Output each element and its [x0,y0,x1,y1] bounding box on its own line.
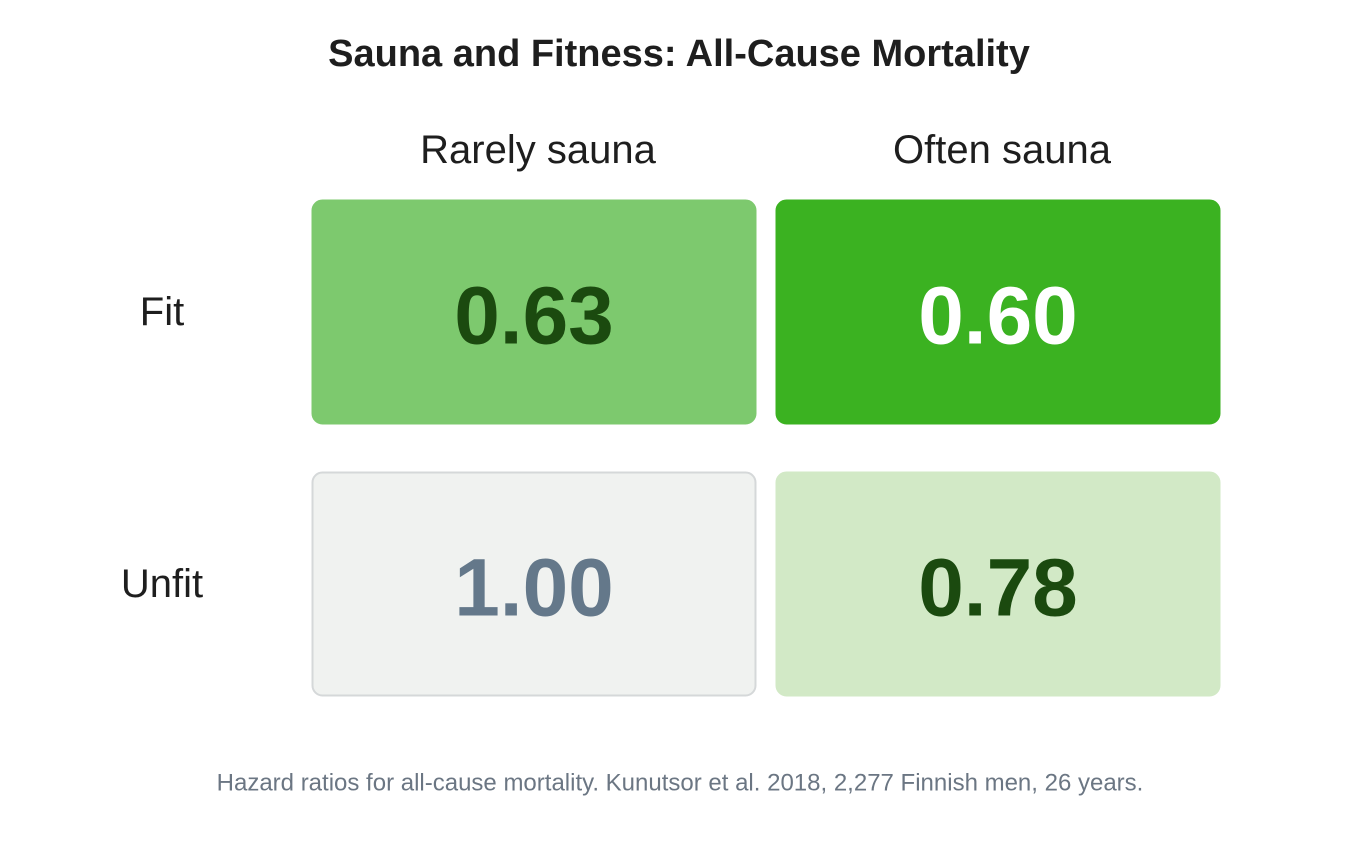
cell [775,471,1221,697]
cell [311,199,757,425]
column-header: Often sauna [893,128,1112,172]
cell [311,471,757,697]
cell-value: 0.63 [454,271,614,362]
row-header: Fit [140,290,184,334]
cell-value: 1.00 [454,543,614,634]
column-header: Rarely sauna [420,128,656,172]
cell-value: 0.78 [918,543,1078,634]
cell [775,199,1221,425]
row-header: Unfit [121,562,203,606]
cell-value: 0.60 [918,271,1078,362]
chart-title: Sauna and Fitness: All-Cause Mortality [328,33,1030,75]
footnote: Hazard ratios for all-cause mortality. K… [217,770,1144,797]
